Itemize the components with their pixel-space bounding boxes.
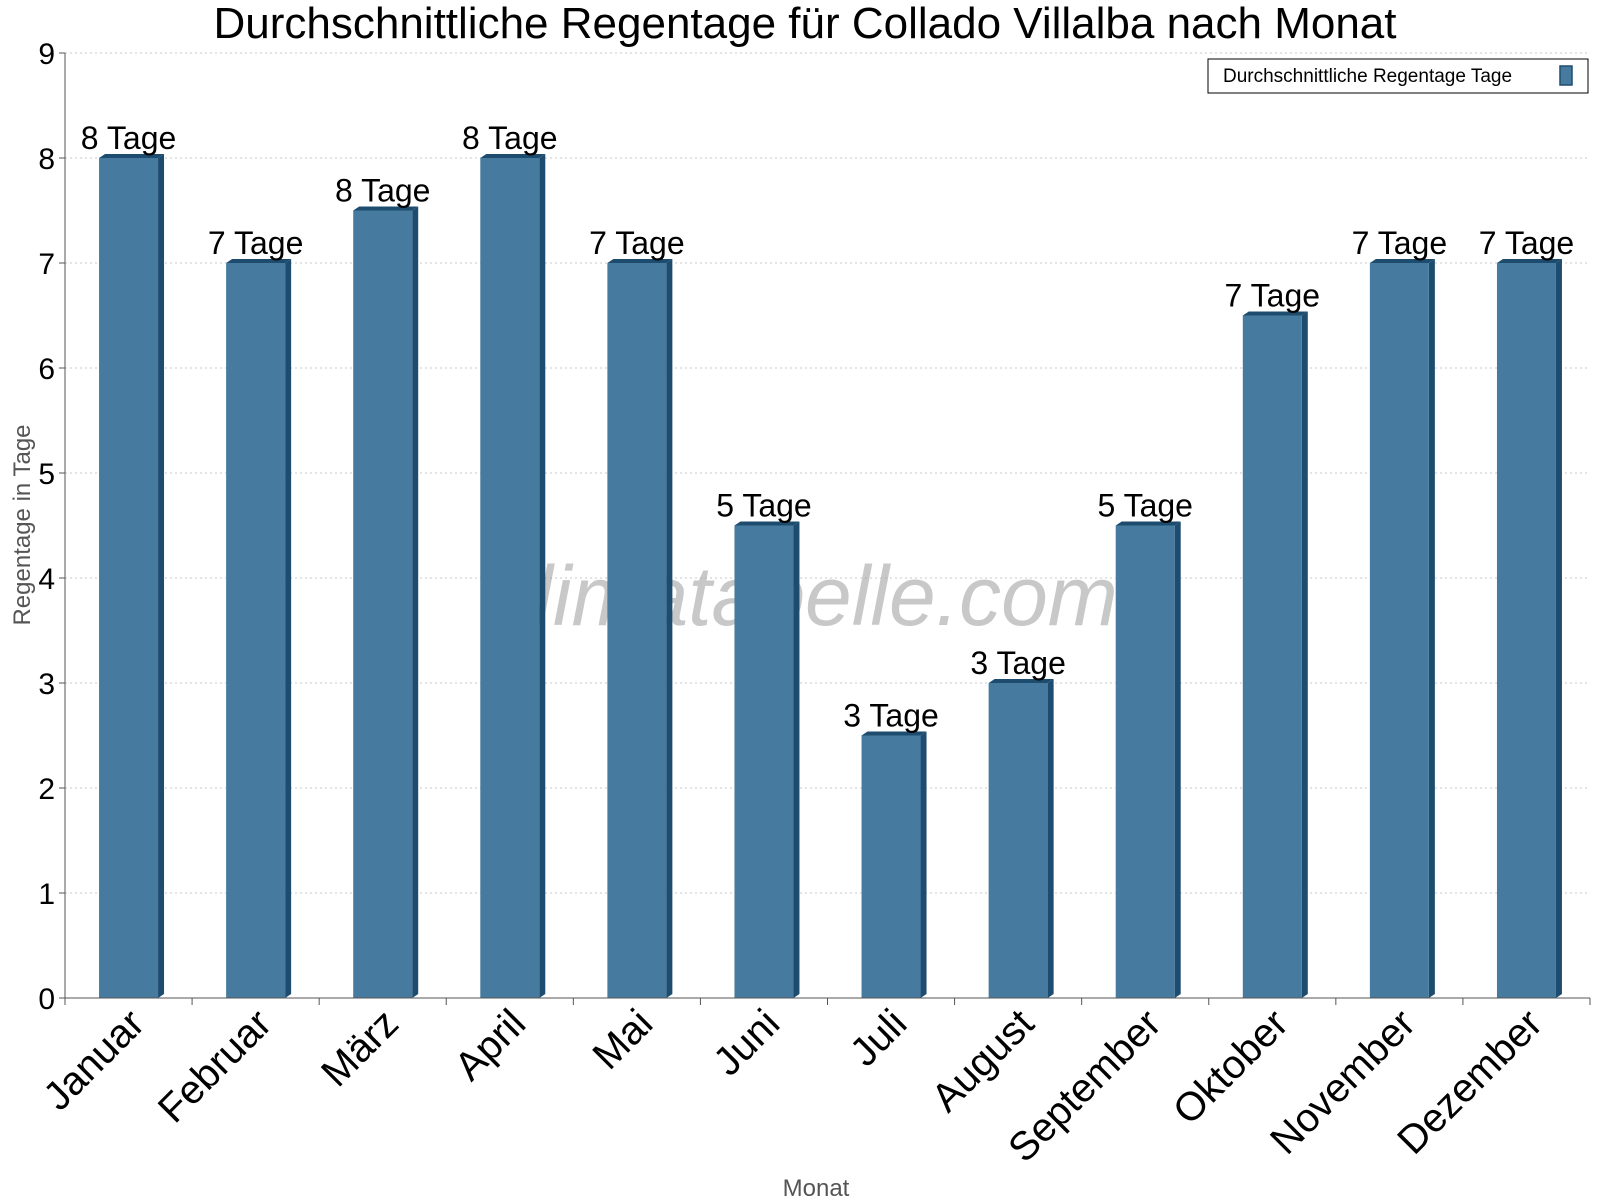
- bar-top: [1369, 259, 1435, 263]
- bar-side: [158, 154, 165, 998]
- y-axis-label: Regentage in Tage: [9, 424, 36, 625]
- bar: [1242, 311, 1308, 998]
- axes: [59, 52, 1591, 1005]
- bar-side: [1047, 679, 1054, 998]
- bar-side: [412, 206, 419, 998]
- x-tick-label: August: [923, 1001, 1042, 1120]
- legend-box: [1207, 58, 1589, 94]
- y-tick-label: 0: [38, 983, 55, 1016]
- bar-side: [1301, 311, 1308, 998]
- y-tick-label: 2: [38, 773, 55, 806]
- bar-front: [734, 525, 794, 998]
- bar-side: [1174, 521, 1181, 998]
- legend-swatch: [1559, 65, 1573, 86]
- data-label: 7 Tage: [1352, 225, 1448, 261]
- bar: [734, 521, 800, 998]
- watermark: klimatabelle.com: [492, 549, 1118, 643]
- bar-front: [1242, 315, 1302, 998]
- data-label: 7 Tage: [589, 225, 685, 261]
- data-label: 3 Tage: [843, 698, 939, 734]
- data-label: 7 Tage: [1225, 278, 1321, 314]
- bar-top: [480, 154, 546, 158]
- bar-front: [226, 263, 286, 998]
- bar-front: [99, 158, 159, 998]
- bar-top: [1115, 521, 1181, 526]
- y-tick-label: 4: [38, 563, 55, 596]
- legend: Durchschnittliche Regentage Tage: [1207, 58, 1589, 94]
- x-tick-label: Februar: [150, 1001, 280, 1131]
- y-tick-label: 6: [38, 353, 55, 386]
- bar-side: [539, 154, 546, 998]
- bar-top: [353, 206, 419, 211]
- bar-side: [793, 521, 800, 998]
- bar-front: [607, 263, 667, 998]
- bar: [1115, 521, 1181, 998]
- bar: [353, 206, 419, 998]
- data-label: 3 Tage: [970, 645, 1066, 681]
- bar: [226, 259, 292, 998]
- data-label: 5 Tage: [1097, 488, 1193, 524]
- bar-top: [734, 521, 800, 526]
- bar-front: [1115, 525, 1175, 998]
- bar-front: [1369, 263, 1429, 998]
- bar-front: [1496, 263, 1556, 998]
- data-label: 8 Tage: [81, 120, 177, 156]
- gridlines: [65, 52, 1590, 894]
- x-tick-label: Oktober: [1165, 1001, 1297, 1133]
- bar: [988, 679, 1054, 998]
- bar-top: [99, 154, 165, 158]
- bar-front: [988, 683, 1048, 998]
- x-tick-label: März: [313, 1001, 407, 1095]
- y-tick-label: 9: [38, 38, 55, 71]
- bar: [1369, 259, 1435, 998]
- bar: [99, 154, 165, 998]
- data-label: 7 Tage: [1479, 225, 1575, 261]
- bar-top: [226, 259, 292, 263]
- chart-title: Durchschnittliche Regentage für Collado …: [214, 0, 1397, 48]
- y-tick-label: 8: [38, 143, 55, 176]
- bar-top: [988, 679, 1054, 683]
- y-tick-label: 7: [38, 248, 55, 281]
- bar: [1496, 259, 1562, 998]
- bar-top: [1496, 259, 1562, 263]
- bar-side: [1428, 259, 1435, 998]
- data-label: 5 Tage: [716, 488, 812, 524]
- y-tick-labels: 0 1 2 3 4 5 6 7 8 9: [38, 38, 55, 1016]
- bar-side: [285, 259, 292, 998]
- y-tick-label: 5: [38, 458, 55, 491]
- bar-series: [99, 154, 1562, 998]
- bar-side: [1555, 259, 1562, 998]
- bar-front: [861, 735, 921, 998]
- x-tick-label: Januar: [35, 1001, 153, 1119]
- x-tick-label: Juli: [842, 1001, 916, 1075]
- data-label: 7 Tage: [208, 225, 304, 261]
- bar-top: [607, 259, 673, 263]
- y-tick-label: 1: [38, 878, 55, 911]
- bar-side: [666, 259, 673, 998]
- legend-label: Durchschnittliche Regentage Tage: [1223, 66, 1512, 87]
- data-label: 8 Tage: [335, 173, 431, 209]
- bar-front: [480, 158, 540, 998]
- x-tick-label: Juni: [705, 1001, 788, 1084]
- bar-front: [353, 210, 413, 998]
- bar: [861, 731, 927, 998]
- x-axis-label: Monat: [783, 1175, 850, 1200]
- bar: [607, 259, 673, 998]
- bar-side: [920, 731, 927, 998]
- bar-top: [1242, 311, 1308, 316]
- y-tick-label: 3: [38, 668, 55, 701]
- data-labels: 8 Tage 7 Tage 8 Tage 8 Tage 7 Tage 5 Tage 3 Ta…: [81, 120, 1574, 734]
- x-tick-label: April: [446, 1001, 534, 1089]
- x-tick-label: Mai: [585, 1001, 662, 1078]
- data-label: 8 Tage: [462, 120, 558, 156]
- bar-top: [861, 731, 927, 736]
- bar: [480, 154, 546, 998]
